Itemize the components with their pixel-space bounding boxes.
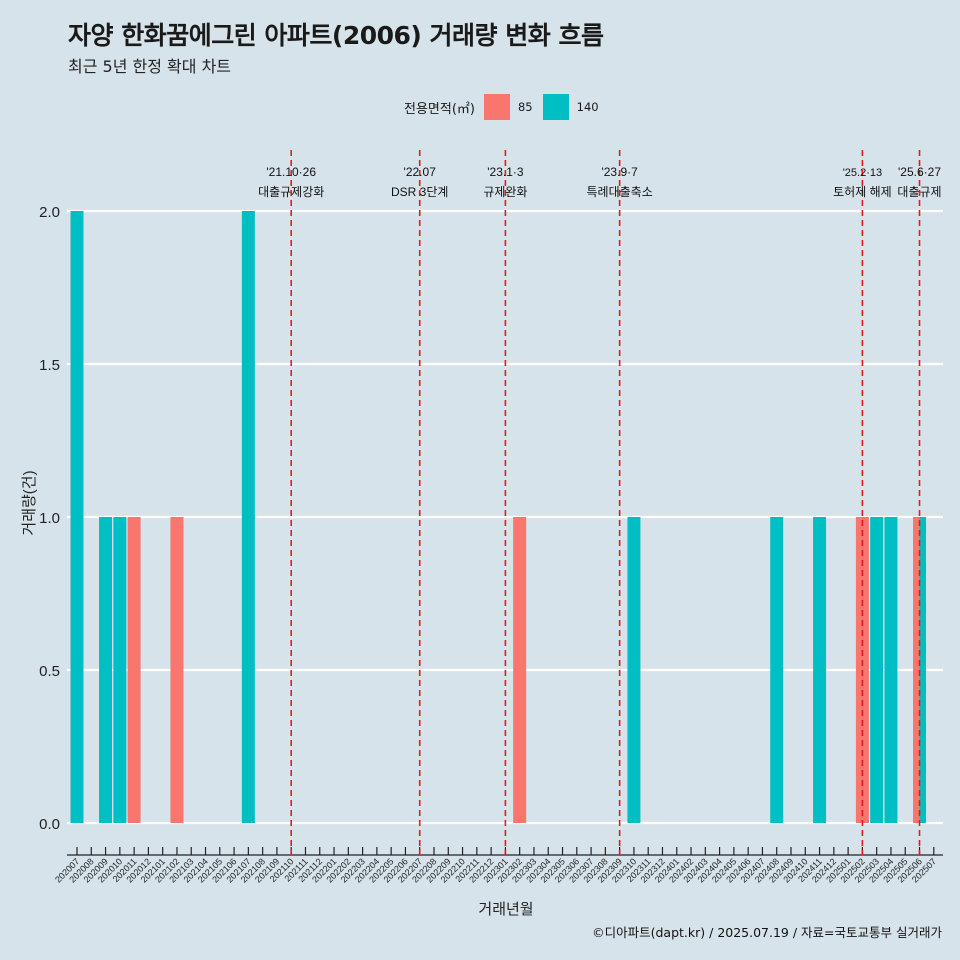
y-tick-label: 1.5: [39, 357, 60, 374]
y-tick-label: 0.0: [39, 816, 60, 833]
annotation-date: '25.2·13: [843, 167, 882, 179]
annotation-label: DSR 3단계: [391, 185, 448, 199]
y-axis-title: 거래량(건): [21, 470, 38, 535]
legend-swatch-85: [483, 94, 510, 120]
y-tick-label: 0.5: [39, 663, 60, 680]
chart-subtitle: 최근 5년 한정 확대 차트: [68, 57, 232, 76]
annotation-label: 특례대출축소: [587, 185, 653, 199]
bar-140-202107: [241, 211, 255, 823]
annotation-date: '22.07: [404, 165, 437, 179]
y-tick-label: 2.0: [39, 204, 60, 221]
bar-85-202011: [127, 517, 141, 823]
annotation-date: '23.9·7: [601, 165, 638, 179]
annotation-label: 대출규제강화: [258, 185, 324, 199]
chart-title: 자양 한화꿈에그린 아파트(2006) 거래량 변화 흐름: [68, 21, 604, 50]
bar-85-202102: [170, 517, 184, 823]
legend-label-85: 85: [517, 100, 533, 114]
bar-140-202506: [919, 517, 927, 823]
legend: 전용면적(㎡) 85 140: [404, 94, 609, 120]
bar-140-202503: [870, 517, 884, 823]
y-tick-label: 1.0: [39, 510, 60, 527]
annotation-date: '23.1·3: [487, 165, 524, 179]
bar-85-202506: [913, 517, 920, 823]
bar-140-202310: [627, 517, 641, 823]
bar-140-202504: [884, 517, 898, 823]
bar-140-202010: [113, 517, 127, 823]
annotation-label: 대출규제: [897, 185, 941, 199]
annotation-label: 규제완화: [483, 185, 527, 199]
annotation-date: '25.6·27: [898, 165, 941, 179]
legend-title: 전용면적(㎡): [404, 101, 475, 117]
annotation-date: '21.10·26: [266, 165, 316, 179]
bar-140-202408: [770, 517, 784, 823]
bar-85-202302: [513, 517, 527, 823]
bar-140-202009: [99, 517, 113, 823]
legend-label-140: 140: [576, 100, 599, 114]
legend-swatch-140: [542, 94, 569, 120]
x-axis-title: 거래년월: [478, 901, 533, 918]
caption: ©디아파트(dapt.kr) / 2025.07.19 / 자료=국토교통부 실…: [592, 925, 942, 940]
bar-140-202411: [813, 517, 827, 823]
bar-140-202007: [70, 211, 84, 823]
annotation-label: 토허제 해제: [833, 185, 892, 199]
